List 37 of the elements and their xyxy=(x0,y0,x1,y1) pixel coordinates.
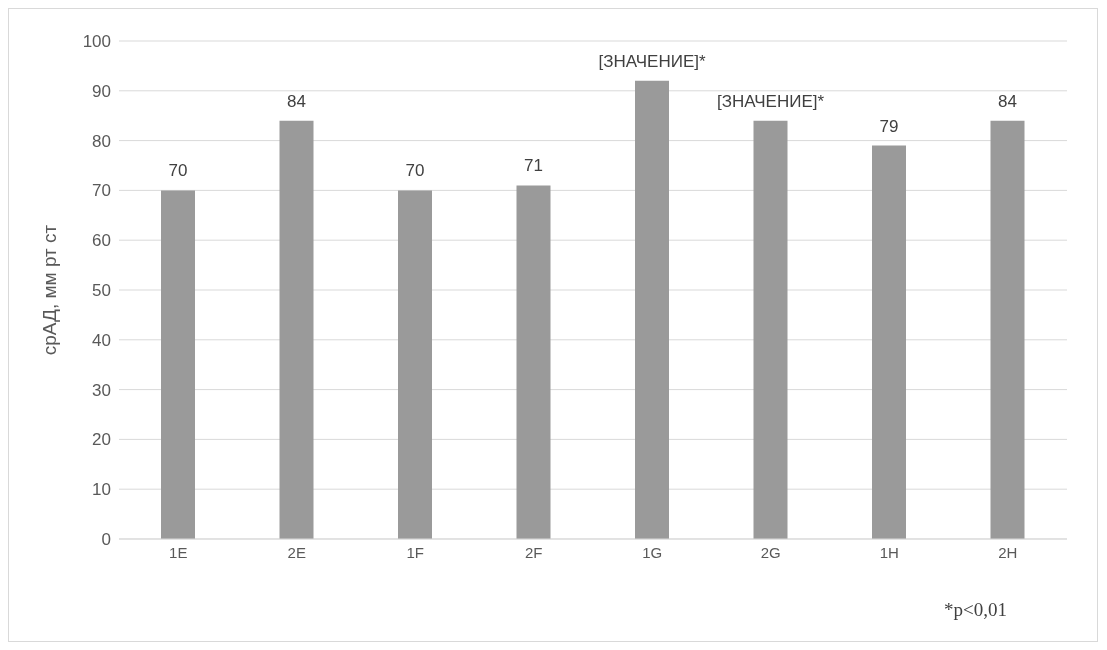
y-tick-label: 50 xyxy=(92,281,111,301)
data-label: 70 xyxy=(405,161,425,181)
data-label: 84 xyxy=(287,91,306,111)
y-tick-label: 90 xyxy=(92,81,111,101)
bar xyxy=(516,185,551,539)
y-tick-label: 30 xyxy=(92,380,111,400)
x-tick-label: 1E xyxy=(169,543,188,561)
y-tick-label: 100 xyxy=(82,32,111,52)
x-tick-label: 2H xyxy=(998,543,1018,561)
y-tick-label: 40 xyxy=(92,330,111,350)
bar xyxy=(635,80,669,539)
bar xyxy=(279,120,314,539)
text: *p<0,01 xyxy=(944,599,1007,621)
bar xyxy=(753,120,788,539)
y-tick-label: 20 xyxy=(92,430,111,450)
x-tick-label: 1F xyxy=(406,543,425,561)
y-tick-label: 0 xyxy=(101,530,111,550)
x-tick-label: 2E xyxy=(287,543,306,561)
bar xyxy=(398,190,432,539)
data-label: [ЗНАЧЕНИЕ]* xyxy=(598,51,706,71)
data-label: 70 xyxy=(168,161,188,181)
x-tick-label: 1H xyxy=(879,543,899,561)
x-tick-label: 1G xyxy=(642,543,663,561)
y-tick-label: 80 xyxy=(92,131,111,151)
x-tick-label: 2F xyxy=(524,543,543,561)
bar xyxy=(872,145,906,539)
data-label: 71 xyxy=(524,156,543,176)
data-label: [ЗНАЧЕНИЕ]* xyxy=(716,91,825,111)
y-axis-title: срАД, мм рт ст xyxy=(38,224,60,356)
y-tick-label: 60 xyxy=(92,231,111,251)
data-label: 84 xyxy=(998,91,1017,111)
data-label: 79 xyxy=(879,116,899,136)
bar xyxy=(161,190,195,539)
y-tick-label: 10 xyxy=(92,480,111,500)
y-tick-label: 70 xyxy=(92,181,111,201)
x-tick-label: 2G xyxy=(760,543,781,561)
bar xyxy=(990,120,1025,539)
